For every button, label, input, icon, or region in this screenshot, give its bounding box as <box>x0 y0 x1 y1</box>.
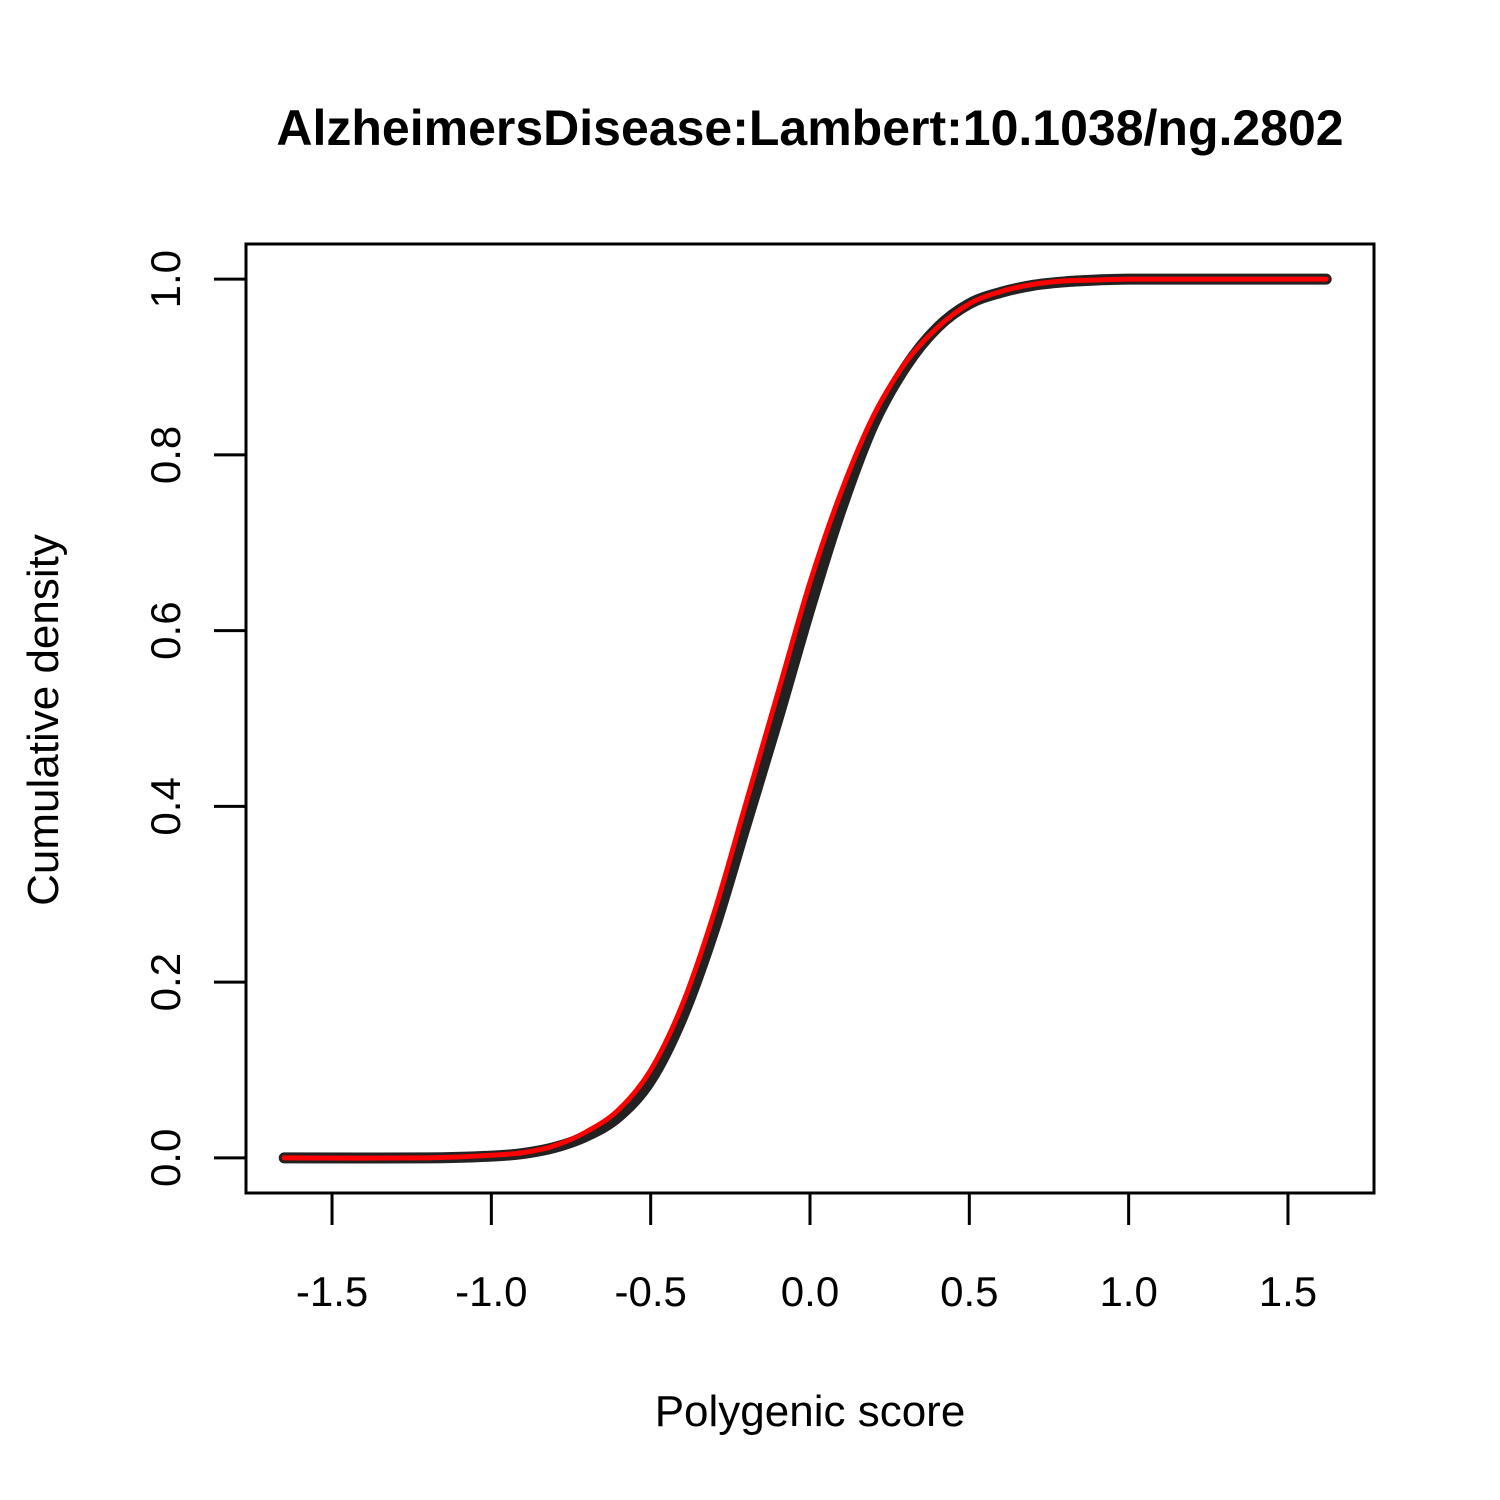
x-tick-label: 0.5 <box>940 1268 998 1315</box>
y-tick-label: 0.6 <box>142 601 189 659</box>
plot-frame <box>244 242 1376 1195</box>
y-tick-label: 1.0 <box>142 250 189 308</box>
y-axis-label: Cumulative density <box>19 534 68 906</box>
x-tick-label: -1.5 <box>296 1268 368 1315</box>
x-tick-label: -0.5 <box>614 1268 686 1315</box>
x-axis: -1.5 -1.0 -0.5 0.0 0.5 1.0 1.5 <box>296 1193 1317 1315</box>
x-axis-label: Polygenic score <box>655 1387 966 1436</box>
x-tick-label: 1.5 <box>1259 1268 1317 1315</box>
series-line-2 <box>281 276 1329 1161</box>
y-tick-label: 0.4 <box>142 777 189 835</box>
y-axis: 0.0 0.2 0.4 0.6 0.8 1.0 <box>142 250 246 1187</box>
chart-title: AlzheimersDisease:Lambert:10.1038/ng.280… <box>276 100 1343 156</box>
y-tick-label: 0.2 <box>142 953 189 1011</box>
series-line-1 <box>278 273 1332 1164</box>
y-tick-label: 0.8 <box>142 426 189 484</box>
series-layer <box>278 273 1332 1164</box>
x-tick-label: 0.0 <box>781 1268 839 1315</box>
x-tick-label: -1.0 <box>455 1268 527 1315</box>
y-tick-label: 0.0 <box>142 1129 189 1187</box>
x-tick-label: 1.0 <box>1099 1268 1157 1315</box>
